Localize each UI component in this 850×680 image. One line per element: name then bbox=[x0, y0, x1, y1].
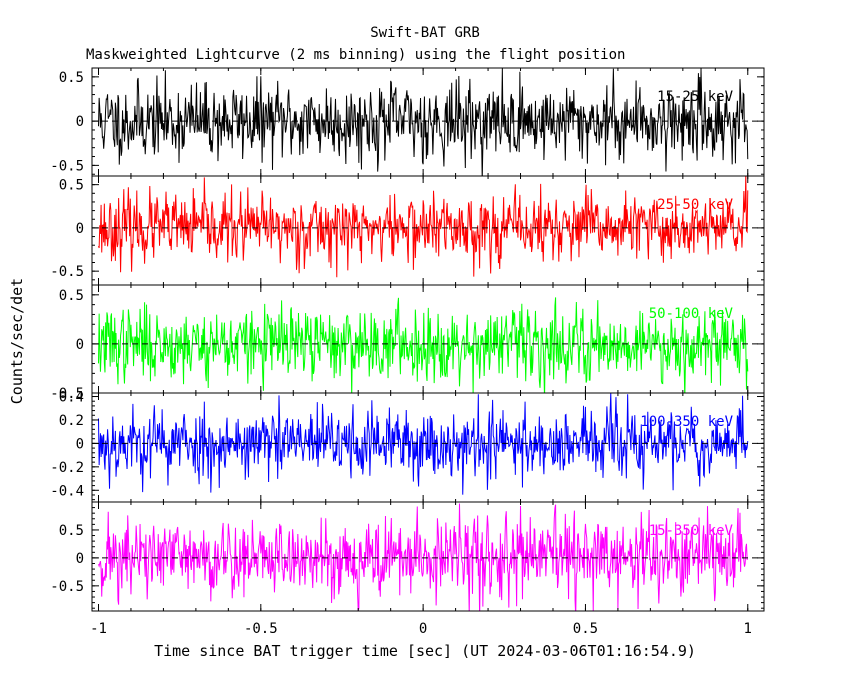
y-tick-label-0-1: 0 bbox=[76, 114, 84, 130]
y-tick-label-0-0: -0.5 bbox=[50, 158, 84, 174]
y-tick-label-4-2: 0.5 bbox=[59, 523, 84, 539]
y-tick-label-1-2: 0.5 bbox=[59, 178, 84, 194]
y-tick-label-0-2: 0.5 bbox=[59, 70, 84, 86]
series-line-2 bbox=[97, 297, 749, 393]
y-tick-label-3-4: 0.4 bbox=[59, 390, 84, 406]
panels-group: -0.5 0 0.5 15-25 keV -0.5 0 0.5 25-50 keV -0.5 0 0… bbox=[50, 67, 765, 612]
y-tick-label-3-1: -0.2 bbox=[50, 460, 84, 476]
y-tick-label-3-0: -0.4 bbox=[50, 483, 84, 499]
x-tick-label-1: -0.5 bbox=[244, 621, 278, 637]
y-tick-label-3-3: 0.2 bbox=[59, 413, 84, 429]
panel-0: -0.5 0 0.5 15-25 keV bbox=[50, 67, 765, 177]
y-tick-label-4-1: 0 bbox=[76, 551, 84, 567]
y-tick-label-1-0: -0.5 bbox=[50, 264, 84, 280]
panel-1: -0.5 0 0.5 25-50 keV bbox=[50, 175, 765, 286]
chart-subtitle: Maskweighted Lightcurve (2 ms binning) u… bbox=[86, 47, 625, 63]
band-label-1: 25-50 keV bbox=[657, 197, 733, 213]
panel-4: -0.5 0 0.5 15-350 keV bbox=[50, 501, 765, 612]
y-tick-label-2-2: 0.5 bbox=[59, 288, 84, 304]
y-tick-label-2-1: 0 bbox=[76, 337, 84, 353]
chart-title: Swift-BAT GRB bbox=[370, 25, 480, 41]
y-tick-label-1-1: 0 bbox=[76, 221, 84, 237]
panel-2: -0.5 0 0.5 50-100 keV bbox=[50, 284, 765, 402]
x-axis: -1 -0.5 0 0.5 1 bbox=[90, 621, 752, 637]
band-label-3: 100-350 keV bbox=[640, 414, 733, 430]
y-tick-label-2-0: -0.5 bbox=[50, 386, 84, 402]
x-axis-label: Time since BAT trigger time [sec] (UT 20… bbox=[154, 642, 696, 660]
series-line-4 bbox=[98, 503, 749, 611]
y-tick-label-4-0: -0.5 bbox=[50, 579, 84, 595]
x-tick-label-2: 0 bbox=[419, 621, 427, 637]
y-tick-label-3-2: 0 bbox=[76, 436, 84, 452]
x-tick-label-4: 1 bbox=[744, 621, 752, 637]
x-tick-label-0: -1 bbox=[90, 621, 107, 637]
series-line-0 bbox=[97, 68, 749, 176]
series-line-3 bbox=[97, 393, 749, 495]
series-line-1 bbox=[98, 176, 749, 278]
band-label-4: 15-350 keV bbox=[649, 523, 734, 539]
x-tick-label-3: 0.5 bbox=[573, 621, 598, 637]
y-axis-label: Counts/sec/det bbox=[8, 278, 26, 404]
panel-frame-4 bbox=[91, 501, 765, 612]
band-label-2: 50-100 keV bbox=[649, 306, 734, 322]
panel-3: -0.4 -0.2 0 0.2 0.4 100-350 keV bbox=[50, 390, 765, 503]
band-label-0: 15-25 keV bbox=[657, 89, 733, 105]
